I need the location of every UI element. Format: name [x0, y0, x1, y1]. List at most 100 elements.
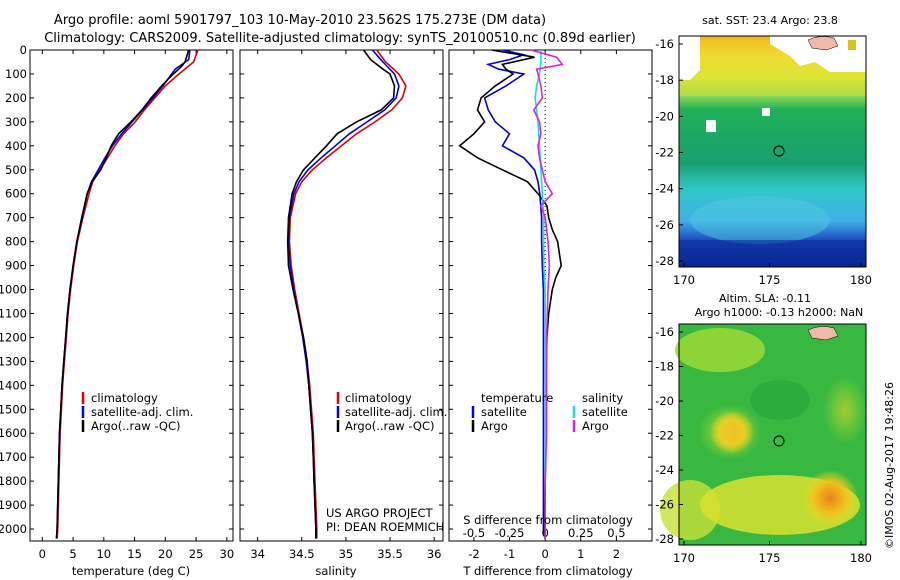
- series-argo-raw-qc: [55, 49, 190, 539]
- salinity-panel-frame: [239, 49, 444, 542]
- map-y-tick-label: -16: [655, 325, 674, 339]
- x-tick-label: 30: [220, 547, 235, 561]
- y-tick-label: 1700: [0, 450, 27, 464]
- y-tick-label: 2000: [0, 522, 27, 536]
- temperature-panel-frame: [29, 49, 234, 542]
- land-fiji: [807, 36, 839, 51]
- sst-missing-data-east: [770, 36, 866, 72]
- sla-peak: [802, 470, 858, 526]
- sst-cold-band: [679, 240, 866, 267]
- legend-label-sal-argo: Argo: [582, 419, 609, 433]
- map-y-tick-label: -22: [655, 429, 674, 443]
- map-y-tick-label: -20: [655, 109, 674, 123]
- series-temperature-satellite: [483, 49, 546, 539]
- land-fiji: [807, 326, 839, 341]
- map-y-tick-label: -16: [655, 37, 674, 51]
- x-tick-label: -1: [504, 547, 515, 561]
- salinity-axes: 34 34.5 35 35.5 36: [240, 49, 443, 561]
- y-tick-label: 1800: [0, 474, 27, 488]
- sst-map-title: sat. SST: 23.4 Argo: 23.8: [702, 14, 838, 27]
- x-tick-label: 15: [127, 547, 142, 561]
- legend-label-climatology: climatology: [91, 391, 158, 405]
- sla-high-patch: [675, 328, 765, 372]
- sla-mid-patch: [698, 404, 762, 460]
- x-tick-label: -2: [468, 547, 479, 561]
- argo-float-marker: [773, 145, 785, 157]
- x-tick-label: 36: [427, 547, 442, 561]
- sst-cool-patch: [690, 196, 830, 244]
- y-tick-label: 1100: [0, 306, 27, 320]
- figure-title-line2: Climatology: CARS2009. Satellite-adjuste…: [44, 31, 636, 46]
- sst-map-frame: [678, 35, 867, 268]
- legend-label-temp-satellite: satellite: [481, 405, 527, 419]
- temperature-axes: 0 5 10 15 20 25 300100200300400500600700800900…: [0, 43, 234, 561]
- map-x-tick-label: 180: [850, 273, 872, 287]
- x-tick-label: 0: [541, 547, 548, 561]
- y-tick-label: 800: [5, 235, 27, 249]
- series-satellite-adj-clim: [55, 49, 191, 539]
- map-y-tick-label: -18: [655, 360, 674, 374]
- series-salinity-argo: [530, 49, 564, 539]
- sla-mid-patch: [823, 376, 867, 444]
- legend-label-temp-argo: Argo: [481, 419, 508, 433]
- map-y-tick-label: -18: [655, 73, 674, 87]
- y-tick-label: 1400: [0, 378, 27, 392]
- sla-map-title2: Argo h1000: -0.13 h2000: NaN: [695, 306, 864, 319]
- sla-map-axes: 170 175 180 -16 -18 -20 -22 -24 -26 -28: [655, 325, 872, 565]
- y-tick-label: 500: [5, 163, 27, 177]
- y-tick-label: 700: [5, 211, 27, 225]
- y-tick-label: 100: [5, 67, 27, 81]
- y-tick-label: 1300: [0, 354, 27, 368]
- difference-series: [458, 49, 564, 539]
- sla-low-patch: [750, 380, 810, 420]
- y-tick-label: 200: [5, 91, 27, 105]
- salinity-series: [286, 49, 407, 539]
- salinity-legend: climatology satellite-adj. clim. Argo(..…: [336, 391, 447, 433]
- sst-map: [678, 35, 867, 268]
- y-tick-label: 400: [5, 139, 27, 153]
- x-tick-label: 25: [189, 547, 204, 561]
- y-tick-label: 1900: [0, 498, 27, 512]
- y-tick-label: 1000: [0, 283, 27, 297]
- x-tick-label: 2: [613, 547, 620, 561]
- series-satellite-adj-clim: [287, 49, 400, 539]
- legend-title-temperature: temperature: [481, 391, 553, 405]
- map-y-tick-label: -24: [655, 182, 674, 196]
- x-tick-label: 35: [339, 547, 354, 561]
- legend-label-argo: Argo(..raw -QC): [345, 419, 435, 433]
- sst-missing-data-west: [679, 36, 700, 80]
- x-tick-label: 10: [96, 547, 111, 561]
- x-tick-label: 5: [69, 547, 76, 561]
- difference-axes: -2 -1 0 1 2-0.5 -0.25 0 0.25 0.5: [449, 49, 652, 561]
- x-tick-label: 34.5: [289, 547, 315, 561]
- map-y-tick-label: -20: [655, 394, 674, 408]
- series-salinity-satellite: [534, 50, 547, 539]
- s-tick-label: 0.5: [607, 526, 625, 540]
- argo-float-marker: [773, 435, 785, 447]
- legend-label-satellite: satellite-adj. clim.: [91, 405, 193, 419]
- s-tick-label: -0.5: [463, 526, 485, 540]
- map-x-tick-label: 175: [759, 273, 781, 287]
- series-climatology: [288, 49, 407, 539]
- map-y-tick-label: -24: [655, 463, 674, 477]
- legend-label-climatology: climatology: [345, 391, 412, 405]
- sst-warm-pixel: [848, 40, 856, 50]
- x-tick-label: 35.5: [377, 547, 403, 561]
- x-tick-label: 20: [158, 547, 173, 561]
- difference-xlabel: T difference from climatology: [462, 564, 633, 578]
- credit-project: US ARGO PROJECT: [326, 506, 434, 520]
- sst-missing-pixel: [706, 120, 716, 132]
- map-y-tick-label: -26: [655, 218, 674, 232]
- y-tick-label: 300: [5, 115, 27, 129]
- s-tick-label: 0.25: [568, 526, 594, 540]
- legend-label-argo: Argo(..raw -QC): [91, 419, 181, 433]
- x-tick-label: 34: [250, 547, 265, 561]
- legend-title-salinity: salinity: [582, 391, 623, 405]
- sla-map-title1: Altim. SLA: -0.11: [719, 292, 811, 305]
- y-tick-label: 1600: [0, 426, 27, 440]
- figure-title-line1: Argo profile: aoml 5901797_103 10-May-20…: [54, 13, 546, 28]
- temperature-xlabel: temperature (deg C): [72, 564, 190, 578]
- series-climatology: [56, 49, 199, 539]
